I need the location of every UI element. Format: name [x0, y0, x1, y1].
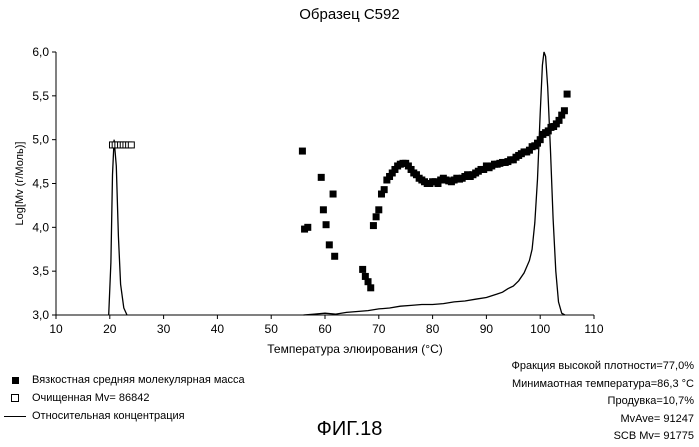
- figure-caption: ФИГ.18: [0, 418, 699, 441]
- legend-item-viscosity: Вязкостная средняя молекулярная масса: [4, 372, 245, 388]
- stat-high-density-fraction: Фракция высокой плотности=77,0%: [511, 358, 694, 376]
- viscosity-point: [304, 224, 311, 231]
- chart-labels: 10 20 30 40 50 60 70 80 90 100 110 3,0 3,5 4,0 4,5 5,0 5…: [14, 45, 604, 356]
- x-tick-label: 60: [318, 322, 332, 336]
- y-tick-label: 4,0: [32, 220, 49, 234]
- viscosity-point: [320, 206, 327, 213]
- viscosity-point: [299, 148, 306, 155]
- x-tick-label: 110: [584, 322, 603, 336]
- y-axis-label: Log[Mv (г/Моль)]: [14, 142, 26, 226]
- x-tick-label: 10: [49, 322, 63, 336]
- stat-minimum-temperature: Минимаотная температура=86,3 °С: [511, 376, 694, 394]
- viscosity-point: [367, 284, 374, 291]
- x-axis-label: Температура элюирования (°С): [267, 342, 442, 356]
- chart-axes: [52, 52, 594, 319]
- viscosity-point: [370, 222, 377, 229]
- x-tick-label: 80: [426, 322, 440, 336]
- viscosity-point: [323, 221, 330, 228]
- chart-marks: [109, 52, 571, 315]
- x-tick-label: 20: [103, 322, 117, 336]
- y-tick-label: 5,5: [32, 89, 49, 103]
- x-tick-label: 50: [265, 322, 279, 336]
- x-tick-label: 30: [157, 322, 171, 336]
- y-tick-label: 4,5: [32, 177, 49, 191]
- viscosity-point: [331, 253, 338, 260]
- viscosity-point: [561, 107, 568, 114]
- y-tick-label: 3,5: [32, 264, 49, 278]
- concentration-line: [109, 52, 565, 315]
- y-tick-label: 6,0: [32, 45, 49, 59]
- viscosity-point: [564, 91, 571, 98]
- x-tick-label: 100: [530, 322, 550, 336]
- filled-square-icon: [4, 377, 26, 384]
- purified-point: [128, 142, 134, 148]
- legend-label: Очищенная Mv= 86842: [32, 392, 150, 404]
- line-icon: [4, 416, 26, 417]
- viscosity-point: [330, 191, 337, 198]
- viscosity-point: [326, 241, 333, 248]
- viscosity-point: [375, 206, 382, 213]
- legend-label: Вязкостная средняя молекулярная масса: [32, 374, 245, 386]
- hollow-square-icon: [4, 394, 26, 402]
- y-tick-label: 3,0: [32, 308, 49, 322]
- x-tick-label: 90: [480, 322, 494, 336]
- viscosity-point: [318, 174, 325, 181]
- viscosity-point: [359, 266, 366, 273]
- x-tick-label: 70: [372, 322, 386, 336]
- viscosity-point: [381, 186, 388, 193]
- viscosity-point: [365, 278, 372, 285]
- x-tick-label: 40: [211, 322, 225, 336]
- y-tick-label: 5,0: [32, 133, 49, 147]
- viscosity-point: [373, 213, 380, 220]
- legend-item-purified: Очищенная Mv= 86842: [4, 390, 245, 406]
- stat-purge: Продувка=10,7%: [511, 393, 694, 411]
